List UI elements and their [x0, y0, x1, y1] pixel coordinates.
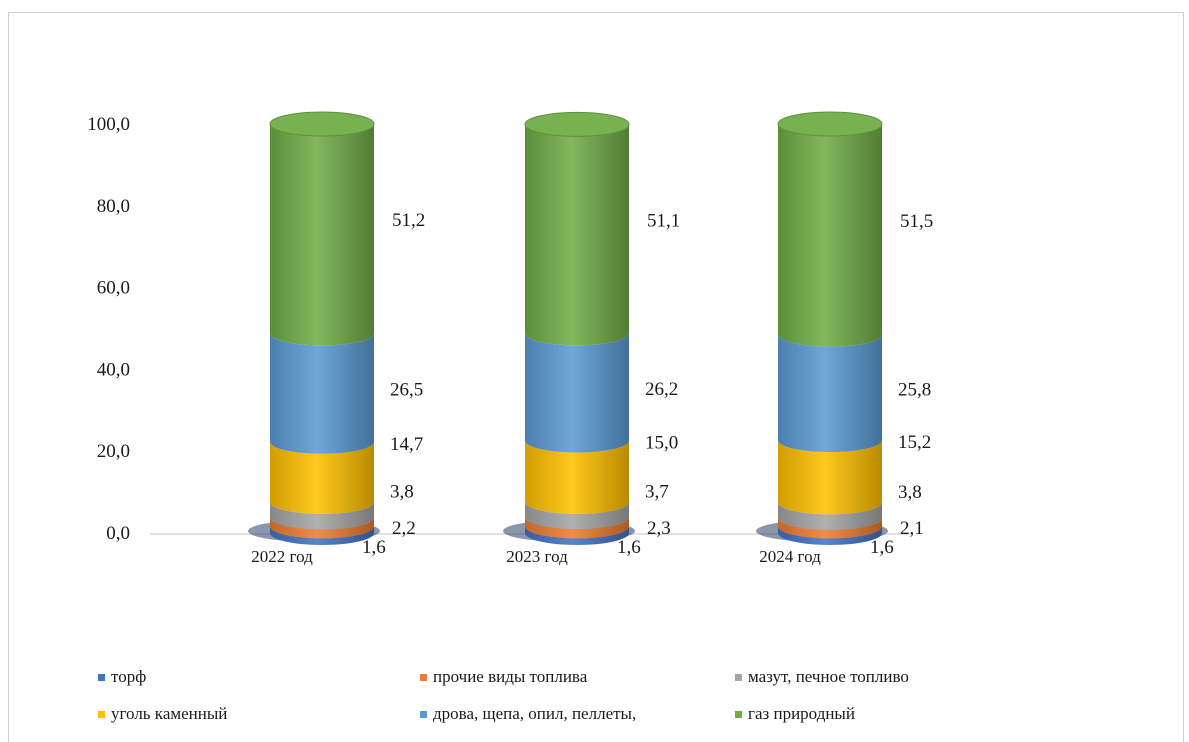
- data-label: 51,1: [647, 210, 680, 231]
- data-label: 26,2: [645, 379, 678, 400]
- bar-segment: [270, 333, 374, 454]
- bar-segment: [778, 440, 882, 515]
- bar-segment: [270, 441, 374, 514]
- data-label: 25,8: [898, 379, 931, 400]
- bar-segment: [778, 124, 882, 347]
- x-tick-label: 2023 год: [506, 547, 568, 566]
- data-label: 3,8: [390, 482, 414, 503]
- x-tick-label: 2024 год: [759, 547, 821, 566]
- bar-segment: [778, 502, 882, 530]
- data-label: 3,8: [898, 482, 922, 503]
- data-label: 2,1: [900, 518, 924, 539]
- bar-segment: [270, 501, 374, 530]
- bar-segment: [778, 334, 882, 453]
- x-tick-label: 2022 год: [251, 547, 313, 566]
- data-label: 15,2: [898, 432, 931, 453]
- data-label: 1,6: [870, 537, 894, 558]
- bar-segment: [525, 501, 629, 530]
- bar-segment: [270, 526, 374, 545]
- bar-segment: [525, 333, 629, 453]
- chart-frame: [8, 12, 1184, 742]
- data-label: 3,7: [645, 481, 669, 502]
- bar-segment: [525, 526, 629, 545]
- bar-stack: [503, 111, 635, 545]
- bar-top-cap: [269, 111, 375, 137]
- y-tick-label: 100,0: [87, 114, 130, 135]
- bar-top-cap: [524, 111, 630, 137]
- bar-stack: [756, 111, 888, 545]
- bar-segment: [270, 517, 374, 539]
- data-label: 1,6: [617, 537, 641, 558]
- data-label: 2,3: [647, 518, 671, 539]
- y-tick-label: 60,0: [97, 278, 130, 299]
- data-label: 1,6: [362, 537, 386, 558]
- data-label: 14,7: [390, 434, 423, 455]
- bar-stack: [248, 111, 380, 545]
- bar-segment: [525, 517, 629, 539]
- bar-segment: [525, 440, 629, 514]
- data-label: 26,5: [390, 380, 423, 401]
- data-label: 2,2: [392, 518, 416, 539]
- bar-segment: [270, 124, 374, 346]
- data-label: 15,0: [645, 433, 678, 454]
- data-label: 51,5: [900, 211, 933, 232]
- y-tick-label: 80,0: [97, 196, 130, 217]
- bar-segment: [778, 526, 882, 545]
- y-tick-label: 20,0: [97, 441, 130, 462]
- y-tick-label: 0,0: [106, 523, 130, 544]
- bar-segment: [525, 124, 629, 346]
- y-tick-label: 40,0: [97, 359, 130, 380]
- bar-segment: [778, 517, 882, 539]
- bar-top-cap: [777, 111, 883, 137]
- data-label: 51,2: [392, 210, 425, 231]
